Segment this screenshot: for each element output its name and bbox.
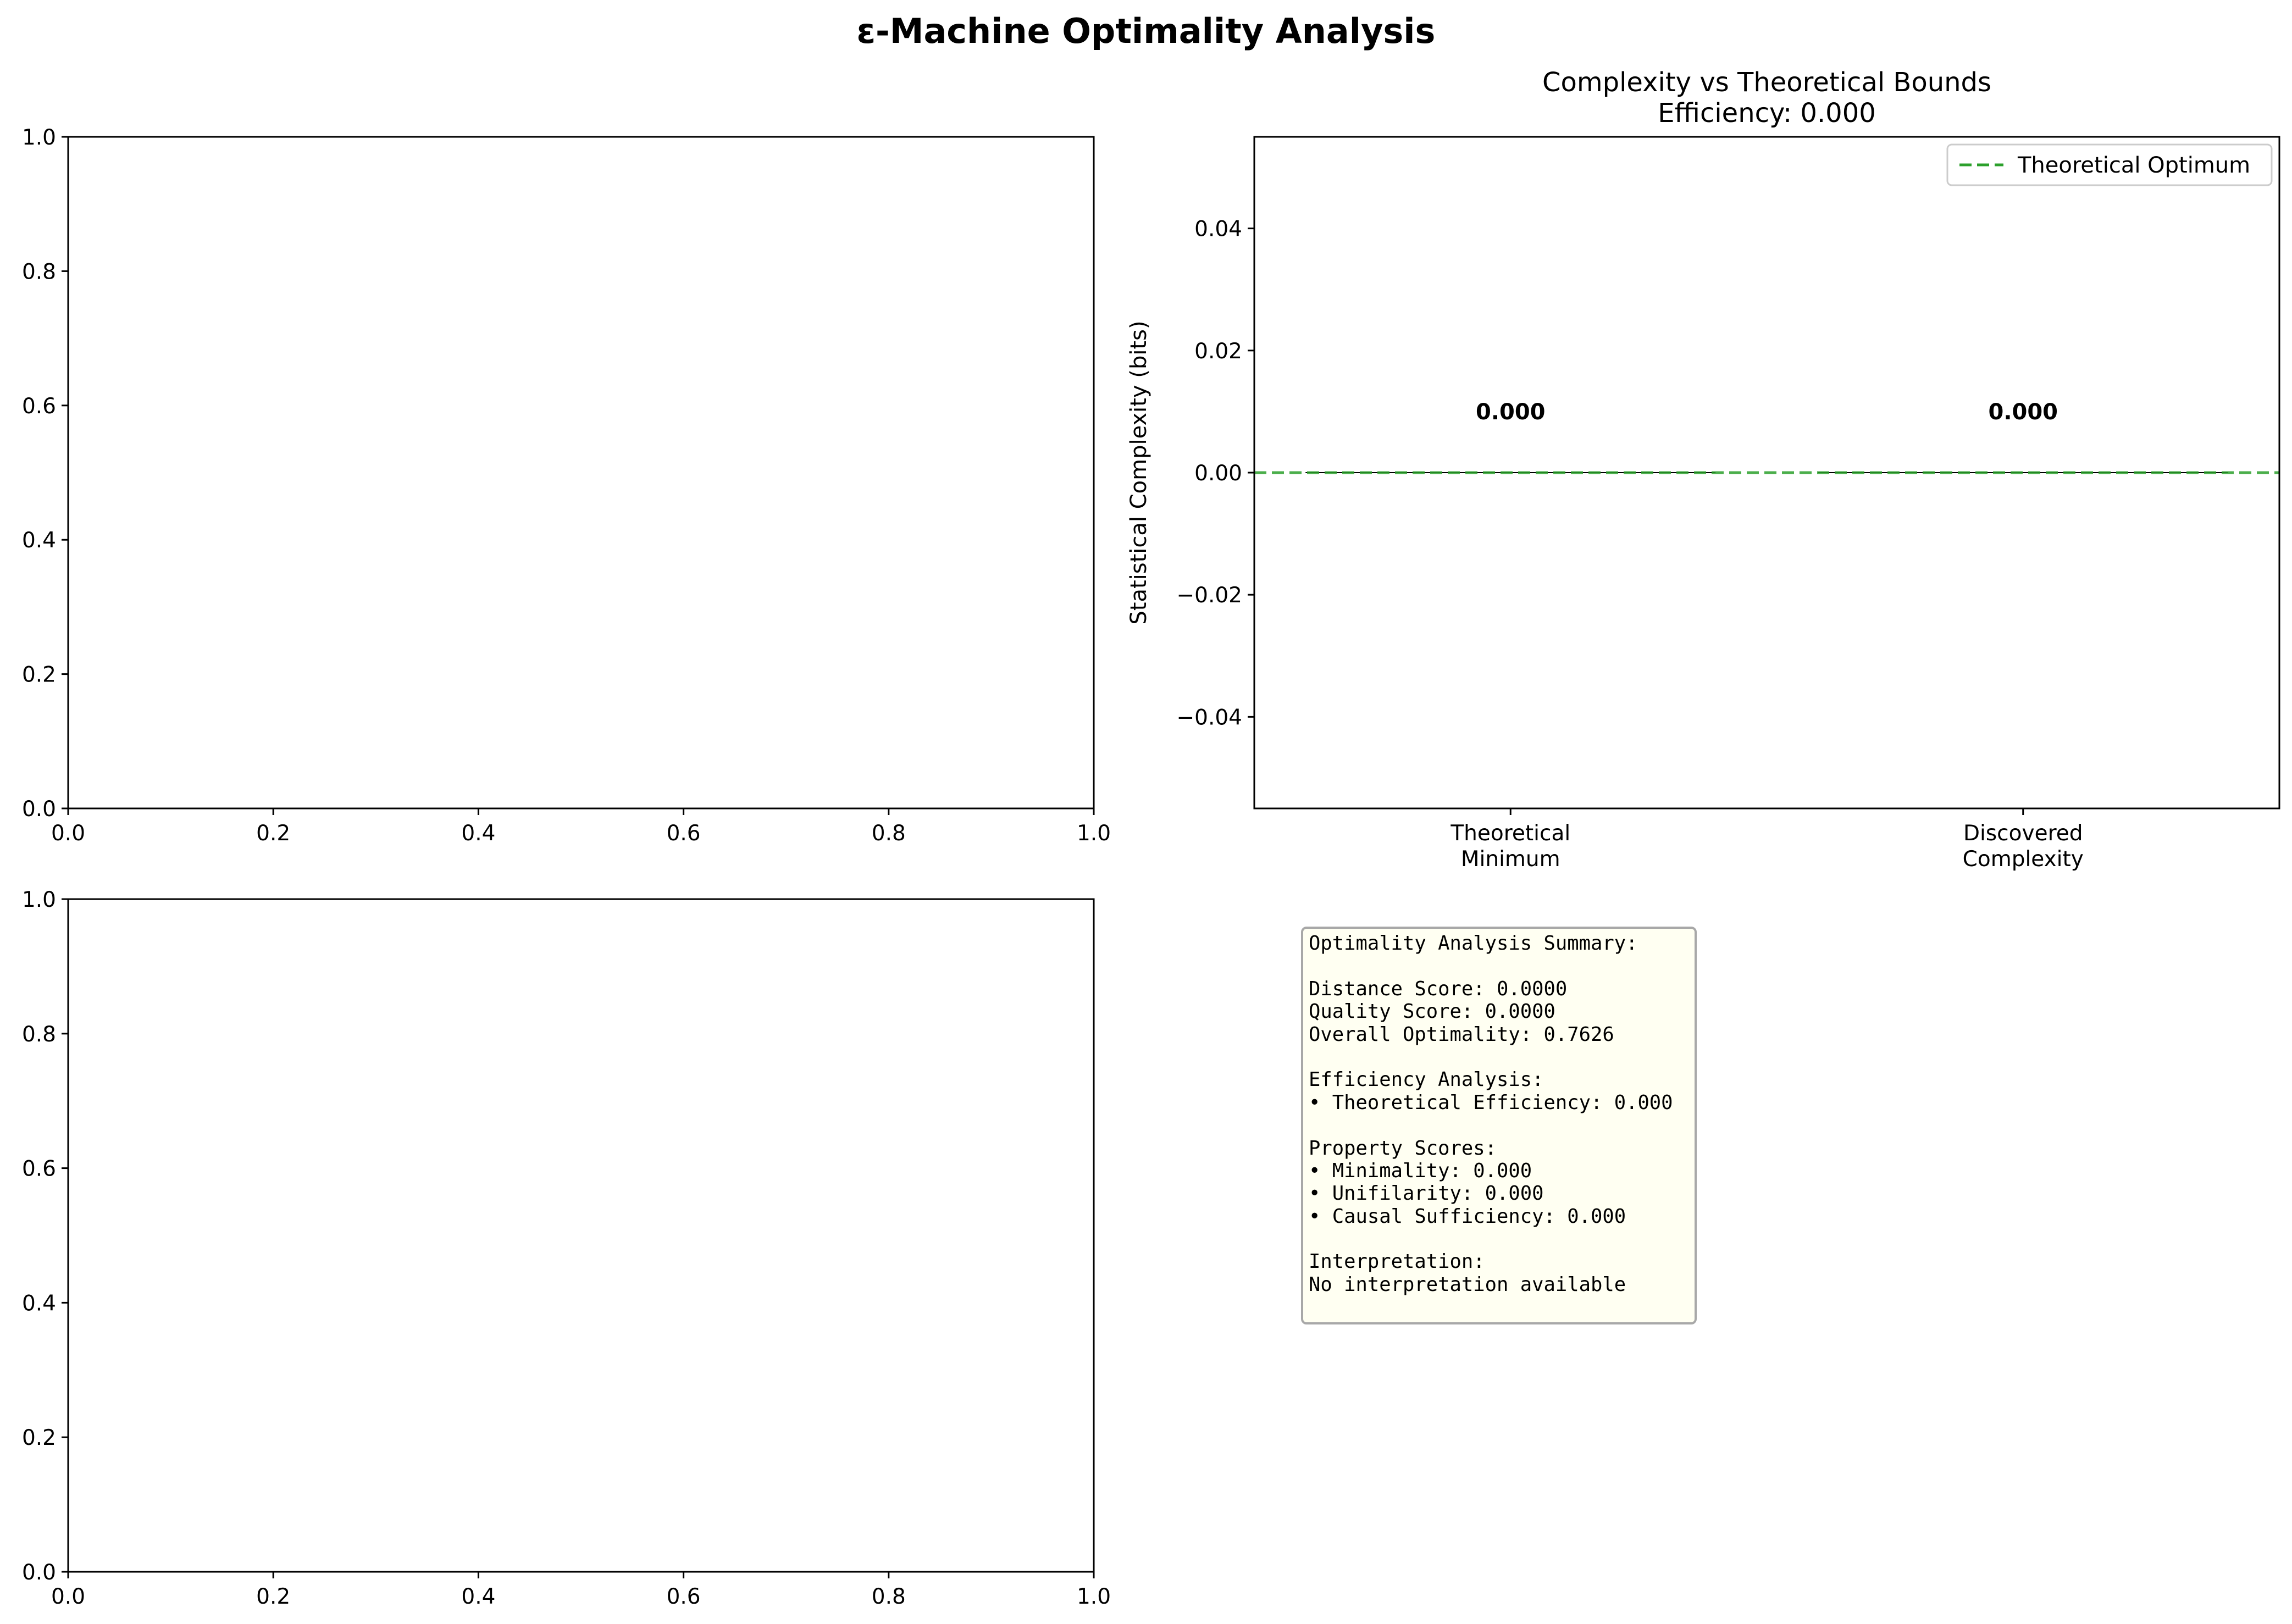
summary-line: Optimality Analysis Summary: (1309, 932, 1638, 955)
y-tick-label: 0.4 (22, 1291, 56, 1316)
summary-line: • Minimality: 0.000 (1309, 1159, 1532, 1182)
x-tick-label: 0.4 (461, 821, 495, 846)
summary-line: Interpretation: (1309, 1250, 1485, 1273)
y-tick-label: 0.6 (22, 394, 56, 419)
panel-top-right: Complexity vs Theoretical BoundsEfficien… (1126, 67, 2280, 872)
x-tick-label: 0.0 (51, 821, 85, 846)
x-tick-label: Complexity (1963, 847, 2084, 872)
y-tick-label: −0.04 (1176, 705, 1242, 730)
summary-line: Distance Score: 0.0000 (1309, 977, 1568, 1000)
axes-frame (67, 136, 1095, 810)
summary-line: Quality Score: 0.0000 (1309, 1000, 1555, 1023)
y-tick-label: 0.02 (1194, 339, 1242, 364)
summary-line: Property Scores: (1309, 1137, 1497, 1160)
y-tick-label: 0.8 (22, 259, 56, 284)
summary-line: Efficiency Analysis: (1309, 1068, 1544, 1091)
y-tick-label: 0.00 (1194, 461, 1242, 486)
summary-line: • Unifilarity: 0.000 (1309, 1182, 1544, 1205)
y-tick-label: −0.02 (1176, 583, 1242, 608)
chart-subtitle: Efficiency: 0.000 (1658, 98, 1876, 129)
x-tick-label: 1.0 (1077, 1584, 1111, 1609)
x-tick-label: 1.0 (1077, 821, 1111, 846)
legend-frame (1946, 143, 2273, 186)
bar-value-label: 0.000 (1476, 400, 1546, 425)
y-tick-label: 1.0 (22, 125, 56, 150)
y-tick-label: 0.6 (22, 1157, 56, 1182)
summary-line: Overall Optimality: 0.7626 (1309, 1023, 1614, 1046)
y-tick-label: 0.8 (22, 1022, 56, 1047)
x-tick-label: 0.8 (872, 821, 906, 846)
legend-entry-label: Theoretical Optimum (2017, 153, 2250, 178)
y-tick-label: 0.2 (22, 663, 56, 688)
summary-line: • Theoretical Efficiency: 0.000 (1309, 1091, 1673, 1114)
axes-frame (1253, 136, 2280, 810)
x-tick-label: 0.2 (256, 821, 290, 846)
y-tick-label: 0.2 (22, 1426, 56, 1450)
summary-line (1309, 1046, 1689, 1068)
y-tick-label: 0.04 (1194, 217, 1242, 242)
x-tick-label: 0.4 (461, 1584, 495, 1609)
panel-top-left: 0.0 0.2 0.4 0.6 0.8 1.0 0.0 0.2 0.4 0.6 0.8 1.0 (22, 125, 1111, 846)
y-tick-label: 1.0 (22, 888, 56, 912)
legend: Theoretical Optimum (1946, 143, 2273, 186)
x-tick-label: Minimum (1461, 847, 1560, 872)
x-tick-label: Discovered (1963, 821, 2083, 846)
x-tick-label: 0.0 (51, 1584, 85, 1609)
summary-line: • Causal Sufficiency: 0.000 (1309, 1205, 1626, 1228)
y-tick-label: 0.4 (22, 528, 56, 553)
y-tick-label: 0.0 (22, 1560, 56, 1585)
figure-title: ε-Machine Optimality Analysis (857, 11, 1436, 51)
summary-line (1309, 1228, 1689, 1250)
y-axis-label: Statistical Complexity (bits) (1126, 320, 1151, 624)
x-tick-label: 0.8 (872, 1584, 906, 1609)
chart-title: Complexity vs Theoretical Bounds (1542, 67, 1991, 98)
x-tick-label: 0.6 (667, 821, 701, 846)
panel-bottom-left: 0.0 0.2 0.4 0.6 0.8 1.0 0.0 0.2 0.4 0.6 0.8 1.0 (22, 888, 1111, 1609)
y-tick-label: 0.0 (22, 797, 56, 822)
x-tick-label: 0.2 (256, 1584, 290, 1609)
axes-frame (67, 898, 1095, 1573)
x-tick-label: Theoretical (1450, 821, 1570, 846)
bar-value-label: 0.000 (1988, 400, 2058, 425)
summary-line (1309, 955, 1689, 977)
summary-line: No interpretation available (1309, 1273, 1626, 1296)
summary-text-box: Optimality Analysis Summary: Distance Sco… (1301, 927, 1697, 1324)
x-tick-label: 0.6 (667, 1584, 701, 1609)
summary-line (1309, 1114, 1689, 1137)
